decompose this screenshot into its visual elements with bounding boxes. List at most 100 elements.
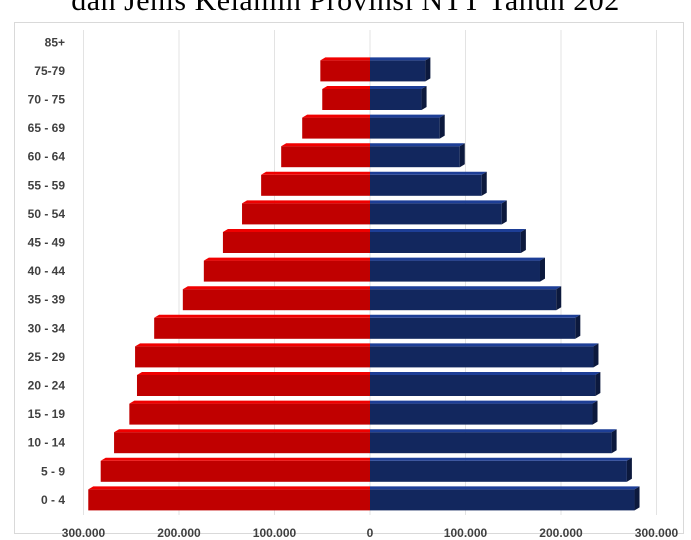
bar-female-side — [421, 86, 427, 110]
bar-male-top — [261, 171, 370, 175]
bar-female — [370, 232, 521, 253]
bar-female — [370, 89, 422, 110]
bar-female-top — [370, 486, 640, 490]
x-tick-label: 100.000 — [444, 526, 488, 540]
y-tick-label: 85+ — [45, 35, 65, 49]
bar-male-top — [322, 86, 370, 89]
y-tick-label: 65 - 69 — [28, 121, 66, 135]
y-tick-label: 55 - 59 — [28, 178, 66, 192]
x-tick-label: 300.000 — [635, 526, 679, 540]
bar-female-top — [370, 200, 507, 204]
bar-male — [114, 432, 370, 454]
chart-title: dan Jenis Kelamin Provinsi NTT Tahun 202 — [71, 0, 620, 17]
bar-male-top — [136, 372, 370, 375]
y-tick-label: 70 - 75 — [28, 93, 66, 107]
y-tick-label: 50 - 54 — [28, 207, 66, 221]
bar-female — [370, 375, 596, 396]
bar-female-side — [520, 229, 526, 253]
bars — [88, 57, 640, 511]
bar-male-top — [242, 200, 370, 204]
bar-female-side — [556, 286, 562, 311]
bar-male-top — [100, 457, 370, 461]
bar-female-side — [439, 114, 445, 139]
bar-female-top — [370, 57, 431, 61]
bar-female-side — [575, 314, 581, 339]
bar-female-side — [459, 143, 465, 168]
bar-female-top — [370, 114, 445, 118]
bar-female — [370, 117, 440, 139]
bar-male-top — [320, 57, 370, 61]
chart-frame — [14, 22, 684, 534]
bar-female-top — [370, 171, 487, 175]
bar-female-top — [370, 143, 465, 147]
bar-female — [370, 260, 540, 282]
bar-female — [370, 60, 426, 82]
bar-female-side — [595, 372, 601, 396]
bar-female-top — [370, 343, 599, 347]
y-tick-label: 5 - 9 — [41, 464, 65, 478]
y-tick-label: 75-79 — [34, 64, 65, 78]
bar-female — [370, 489, 635, 511]
y-tick-label: 30 - 34 — [28, 321, 66, 335]
x-tick-label: 100.000 — [253, 526, 297, 540]
bar-female-top — [370, 372, 601, 375]
bar-male-top — [203, 257, 370, 261]
bar-female-side — [593, 343, 599, 368]
bar-female-side — [611, 429, 617, 454]
bar-female-top — [370, 314, 581, 318]
bar-female-side — [539, 257, 545, 282]
bar-male — [261, 174, 370, 196]
bar-male — [129, 403, 370, 425]
x-tick-label: 0 — [367, 526, 374, 540]
bar-female — [370, 460, 627, 482]
y-tick-label: 40 - 44 — [28, 264, 66, 278]
y-tick-label: 10 - 14 — [28, 436, 66, 450]
bar-female-top — [370, 286, 562, 290]
bar-male-top — [154, 314, 370, 318]
bar-male-top — [135, 343, 370, 347]
bar-female — [370, 346, 594, 368]
x-tick-label: 300.000 — [62, 526, 106, 540]
x-tick-label: 200.000 — [539, 526, 583, 540]
bar-male — [136, 375, 370, 396]
bar-female-side — [634, 486, 640, 511]
x-tick-labels: 300.000 200.000 100.000 0 100.000 200.000 300.… — [62, 526, 679, 540]
bar-female — [370, 146, 460, 168]
bar-male — [222, 232, 370, 253]
bar-female-side — [481, 171, 487, 196]
bar-female-top — [370, 229, 526, 232]
bar-female — [370, 317, 576, 339]
bar-female — [370, 203, 502, 225]
y-tick-labels: 0 - 4 5 - 9 10 - 14 15 - 19 20 - 24 25 - 29 30… — [28, 35, 66, 507]
bar-female-side — [501, 200, 507, 225]
bar-female-side — [592, 400, 598, 425]
bar-male-top — [129, 400, 370, 404]
y-tick-label: 25 - 29 — [28, 350, 66, 364]
bar-male-top — [222, 229, 370, 232]
x-tick-label: 200.000 — [157, 526, 201, 540]
bar-male — [320, 60, 370, 82]
y-tick-label: 45 - 49 — [28, 236, 66, 250]
bar-male — [100, 460, 370, 482]
y-tick-label: 35 - 39 — [28, 293, 66, 307]
bar-male-top — [302, 114, 370, 118]
bar-male — [281, 146, 370, 168]
bar-female-side — [425, 57, 431, 82]
bar-female-top — [370, 257, 545, 261]
bar-female — [370, 432, 612, 454]
bar-male-top — [281, 143, 370, 147]
bar-male — [242, 203, 370, 225]
y-tick-label: 60 - 64 — [28, 150, 66, 164]
bar-male-top — [114, 429, 370, 433]
bar-female-top — [370, 457, 632, 461]
bar-male-top — [88, 486, 371, 490]
bar-female-top — [370, 400, 598, 404]
bar-male — [182, 289, 370, 311]
bar-female-top — [370, 429, 617, 433]
bar-male-top — [182, 286, 370, 290]
bar-male — [302, 117, 370, 139]
bar-female — [370, 174, 482, 196]
bar-female — [370, 289, 557, 311]
y-tick-label: 15 - 19 — [28, 407, 66, 421]
